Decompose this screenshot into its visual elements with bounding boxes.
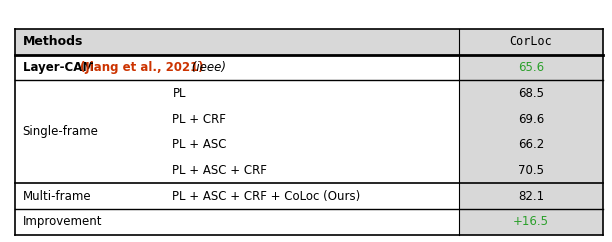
Text: 82.1: 82.1 — [518, 190, 544, 203]
Bar — [459, 55, 603, 235]
Text: PL + CRF: PL + CRF — [173, 113, 226, 126]
Text: PL + ASC: PL + ASC — [173, 138, 227, 151]
Bar — [15, 29, 603, 55]
Text: PL + ASC + CRF: PL + ASC + CRF — [173, 164, 267, 177]
Text: PL + ASC + CRF + CoLoc (Ours): PL + ASC + CRF + CoLoc (Ours) — [173, 190, 360, 203]
Text: Single-frame: Single-frame — [23, 125, 99, 138]
Text: 70.5: 70.5 — [518, 164, 544, 177]
Text: CorLoc: CorLoc — [509, 35, 552, 48]
Text: (Jiang et al., 2021): (Jiang et al., 2021) — [80, 61, 203, 74]
Text: PL: PL — [173, 87, 186, 100]
Text: Improvement: Improvement — [23, 215, 102, 228]
Text: Multi-frame: Multi-frame — [23, 190, 91, 203]
Text: +16.5: +16.5 — [513, 215, 549, 228]
Text: 69.6: 69.6 — [518, 113, 544, 126]
Text: (ieee): (ieee) — [188, 61, 226, 74]
Text: Methods: Methods — [23, 35, 83, 48]
Text: Layer-CAM: Layer-CAM — [23, 61, 98, 74]
Text: 68.5: 68.5 — [518, 87, 544, 100]
Text: 65.6: 65.6 — [518, 61, 544, 74]
Text: 66.2: 66.2 — [518, 138, 544, 151]
